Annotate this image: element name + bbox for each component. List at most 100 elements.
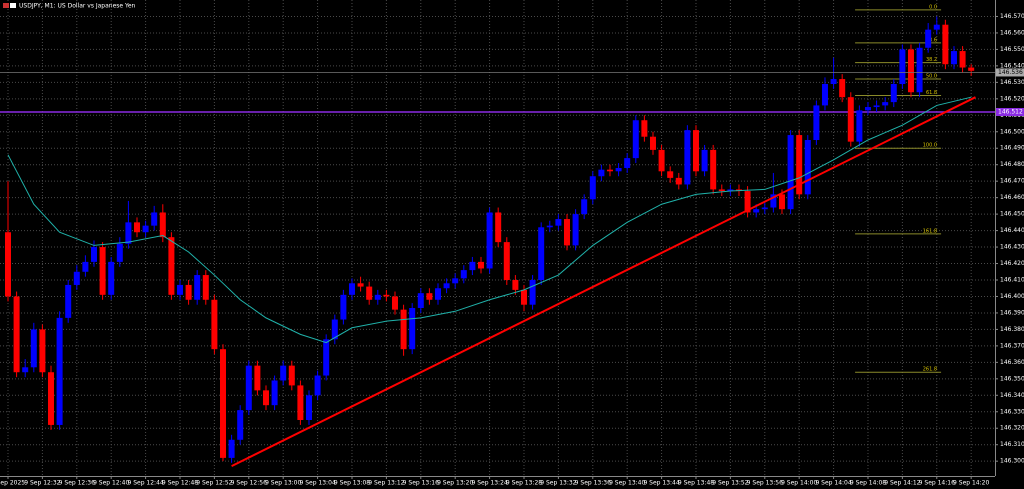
candle-body (907, 49, 914, 93)
candle-body (667, 171, 674, 178)
fibonacci-label: 23.6 (926, 37, 937, 43)
y-tick-label: 146.380 (1000, 326, 1024, 333)
x-tick-label: 9 Sep 13:36 (575, 480, 611, 487)
y-tick-label: 146.420 (1000, 260, 1024, 267)
x-tick-label: 9 Sep 13:24 (471, 480, 507, 487)
candle-body (409, 308, 416, 350)
x-tick-label: 9 Sep 13:40 (609, 480, 645, 487)
candle-body (684, 130, 691, 185)
candle-body (692, 130, 699, 172)
candle-body (813, 105, 820, 140)
candle-body (890, 84, 897, 103)
candle-body (116, 243, 123, 262)
candle-body (151, 212, 158, 226)
y-tick-label: 146.410 (1000, 277, 1024, 284)
x-tick-label: 9 Sep 12:44 (127, 480, 163, 487)
candle-body (925, 29, 932, 48)
candle-body (538, 227, 545, 280)
candle-body (400, 309, 407, 350)
fibonacci-label: 38.2 (926, 57, 937, 63)
y-tick-label: 146.430 (1000, 244, 1024, 251)
candle-body (641, 120, 648, 137)
candle-body (718, 189, 725, 192)
x-tick-label: 9 Sep 13:56 (747, 480, 783, 487)
candle-body (245, 365, 252, 411)
candle-body (804, 140, 811, 195)
x-tick-label: 9 Sep 12:40 (93, 480, 129, 487)
candle-body (839, 79, 846, 98)
candle-body (237, 410, 244, 440)
candle-body (675, 177, 682, 185)
x-tick-label: 9 Sep 13:16 (403, 480, 439, 487)
current-price-tag (996, 68, 1024, 77)
x-tick-label: 9 Sep 14:16 (919, 480, 955, 487)
candle-body (770, 194, 777, 208)
x-tick-label: 9 Sep 13:44 (643, 480, 679, 487)
candle-body (882, 102, 889, 106)
candle-body (624, 158, 631, 168)
trendline (231, 96, 976, 468)
candle-body (701, 149, 708, 172)
candle-body (374, 294, 381, 300)
candle-body (417, 293, 424, 308)
candle-body (452, 278, 459, 284)
x-tick-label: 9 Sep 14:12 (884, 480, 920, 487)
candle-body (228, 439, 235, 458)
candle-body (383, 294, 390, 297)
x-tick-label: 9 Sep 12:32 (24, 480, 60, 487)
candle-body (142, 225, 149, 233)
candle-body (546, 225, 553, 228)
y-tick-label: 146.300 (1000, 458, 1024, 465)
candle-body (796, 135, 803, 195)
candle-body (185, 284, 192, 300)
candle-body (82, 261, 89, 272)
candle-body (391, 296, 398, 310)
y-tick-label: 146.400 (1000, 293, 1024, 300)
candle-body (340, 294, 347, 320)
x-tick-label: 9 Sep 12:48 (162, 480, 198, 487)
candle-body (606, 169, 613, 172)
candle-body (520, 289, 527, 305)
candle-body (968, 67, 975, 71)
y-tick-label: 146.550 (1000, 46, 1024, 53)
candle-body (65, 284, 72, 318)
candle-body (864, 107, 871, 111)
candle-body (73, 271, 80, 285)
candle-body (572, 214, 579, 246)
fibonacci-label: 161.8 (923, 228, 937, 234)
candle-body (916, 47, 923, 93)
candle-body (658, 149, 665, 172)
candle-body (56, 317, 63, 425)
candle-body (297, 385, 304, 420)
candle-body (357, 283, 364, 287)
candle-body (280, 365, 287, 381)
candle-body (899, 49, 906, 84)
y-tick-label: 146.540 (1000, 62, 1024, 69)
candle-body (159, 212, 166, 238)
candle-body (323, 339, 330, 376)
candle-body (90, 247, 97, 262)
candle-body (495, 212, 502, 243)
x-tick-label: 9 Sep 12:52 (196, 480, 232, 487)
y-tick-label: 146.560 (1000, 29, 1024, 36)
candle-body (254, 365, 261, 391)
fibonacci-label: 100.0 (923, 143, 937, 149)
candle-body (821, 84, 828, 106)
y-tick-label: 146.350 (1000, 375, 1024, 382)
candle-body (581, 199, 588, 215)
x-tick-label: 9 Sep 13:00 (265, 480, 301, 487)
candle-body (108, 261, 115, 295)
x-tick-label: 9 Sep 13:04 (299, 480, 335, 487)
y-tick-label: 146.450 (1000, 211, 1024, 218)
y-tick-label: 146.520 (1000, 95, 1024, 102)
candle-body (950, 51, 957, 65)
candle-body (744, 191, 751, 213)
x-tick-label: 9 Sep 12:56 (231, 480, 267, 487)
candle-body (133, 222, 140, 233)
candle-body (47, 372, 54, 425)
plot-area: 0.0 23.6 38.2 50.0 61.8 100.0 161.8 261.8 (0, 0, 995, 476)
candle-body (211, 299, 218, 350)
y-tick-label: 146.480 (1000, 161, 1024, 168)
symbol-icon (3, 3, 9, 8)
